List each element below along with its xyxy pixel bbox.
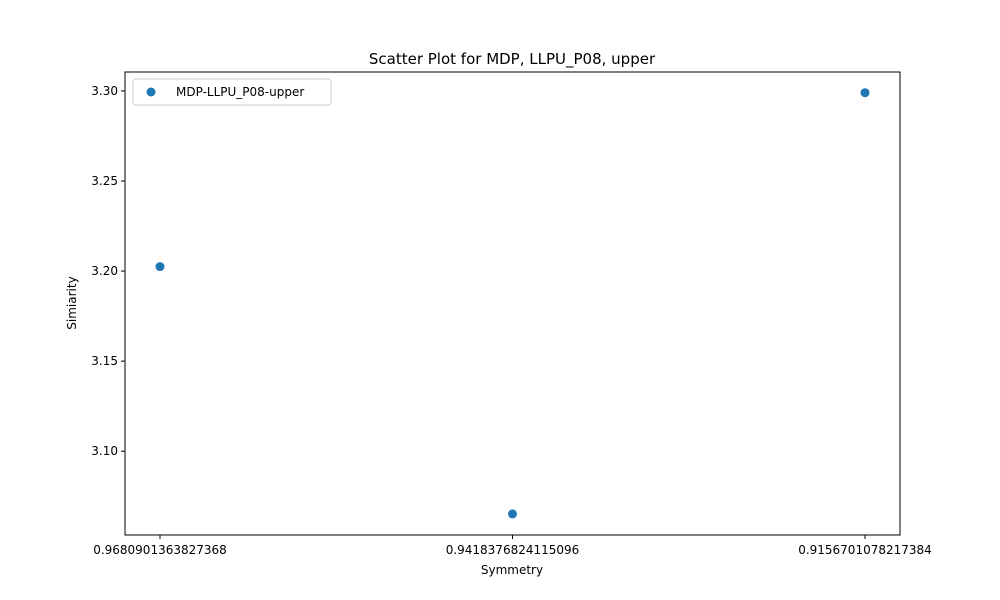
y-axis-label: Simiarity (65, 276, 79, 329)
y-tick-label: 3.25 (91, 174, 118, 188)
y-axis: 3.10 3.15 3.20 3.25 3.30 (91, 84, 125, 458)
x-tick-label: 0.9418376824115096 (446, 543, 580, 557)
legend-label: MDP-LLPU_P08-upper (176, 85, 304, 99)
x-axis: 0.9680901363827368 0.9418376824115096 0.91… (93, 535, 932, 557)
legend: MDP-LLPU_P08-upper (132, 78, 332, 106)
legend-box (132, 78, 332, 106)
data-point (860, 88, 870, 98)
data-points (155, 88, 870, 519)
chart-title: Scatter Plot for MDP, LLPU_P08, upper (369, 50, 656, 69)
y-tick-label: 3.10 (91, 444, 118, 458)
x-tick-label: 0.9156701078217384 (798, 543, 932, 557)
x-tick-label: 0.9680901363827368 (93, 543, 227, 557)
y-tick-label: 3.30 (91, 84, 118, 98)
y-tick-label: 3.20 (91, 264, 118, 278)
data-point (508, 509, 517, 519)
y-tick-label: 3.15 (91, 354, 118, 368)
legend-marker (146, 87, 156, 97)
x-axis-label: Symmetry (481, 563, 543, 577)
data-point (155, 262, 165, 272)
plot-frame (124, 71, 901, 536)
